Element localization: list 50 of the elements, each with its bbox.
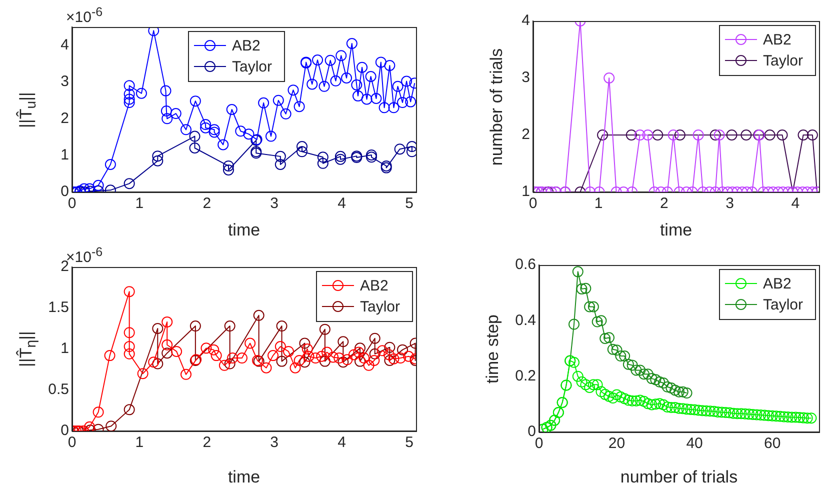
legend-label: Taylor — [360, 298, 400, 316]
x-tick-label: 2 — [660, 195, 668, 212]
y-tick-label: 1 — [522, 183, 530, 200]
x-tick-label: 1 — [594, 195, 603, 212]
y-tick-label: 1.5 — [48, 299, 69, 316]
x-axis-title: time — [228, 220, 260, 240]
y-tick-label: 0.6 — [515, 256, 536, 274]
y-tick-label: 0.4 — [515, 312, 536, 329]
x-tick-label: 3 — [270, 434, 279, 452]
legend-label: Taylor — [762, 296, 804, 314]
x-tick-label: 1 — [135, 434, 144, 452]
y-tick-label: 3 — [522, 69, 530, 86]
y-tick-label: 0 — [528, 423, 536, 440]
x-tick-label: 5 — [405, 195, 414, 212]
y-tick-label: 0.5 — [48, 381, 69, 398]
y-tick-label: 2 — [60, 258, 69, 276]
y-tick-label: 3 — [60, 73, 69, 90]
x-tick-label: 4 — [791, 195, 800, 212]
x-tick-label: 4 — [338, 434, 346, 452]
x-tick-label: 5 — [405, 434, 414, 452]
x-tick-label: 1 — [135, 195, 144, 212]
legend-label: Taylor — [232, 58, 272, 76]
x-tick-label: 2 — [202, 434, 212, 452]
x-tick-label: 20 — [608, 435, 626, 452]
y-tick-label: 4 — [522, 12, 530, 30]
x-tick-label: 3 — [270, 195, 279, 212]
legend-label: AB2 — [762, 32, 792, 49]
y-tick-label: 0 — [60, 422, 69, 440]
y-tick-label: 0.2 — [515, 367, 536, 384]
x-tick-label: 3 — [726, 195, 734, 212]
x-tick-label: 4 — [338, 195, 346, 212]
legend-label: AB2 — [360, 278, 388, 295]
x-tick-label: 60 — [764, 435, 781, 452]
x-tick-label: 40 — [686, 435, 703, 452]
y-axis-title: number of trials — [487, 48, 507, 166]
y-axis-title: time step — [483, 314, 503, 383]
y-tick-label: 2 — [522, 126, 530, 144]
x-tick-label: 2 — [202, 195, 212, 212]
x-axis-title: number of trials — [620, 467, 738, 486]
y-tick-label: 0 — [60, 183, 69, 200]
legend-label: AB2 — [232, 38, 260, 55]
x-axis-title: time — [228, 467, 260, 486]
y-tick-label: 1 — [60, 146, 69, 164]
y-tick-label: 1 — [60, 340, 69, 358]
legend-label: Taylor — [762, 52, 804, 70]
x-axis-title: time — [660, 220, 692, 240]
y-tick-label: 4 — [60, 36, 69, 54]
legend-label: AB2 — [762, 276, 792, 293]
y-tick-label: 2 — [60, 110, 69, 127]
text: ×10$^{-6}$ — [66, 5, 103, 26]
